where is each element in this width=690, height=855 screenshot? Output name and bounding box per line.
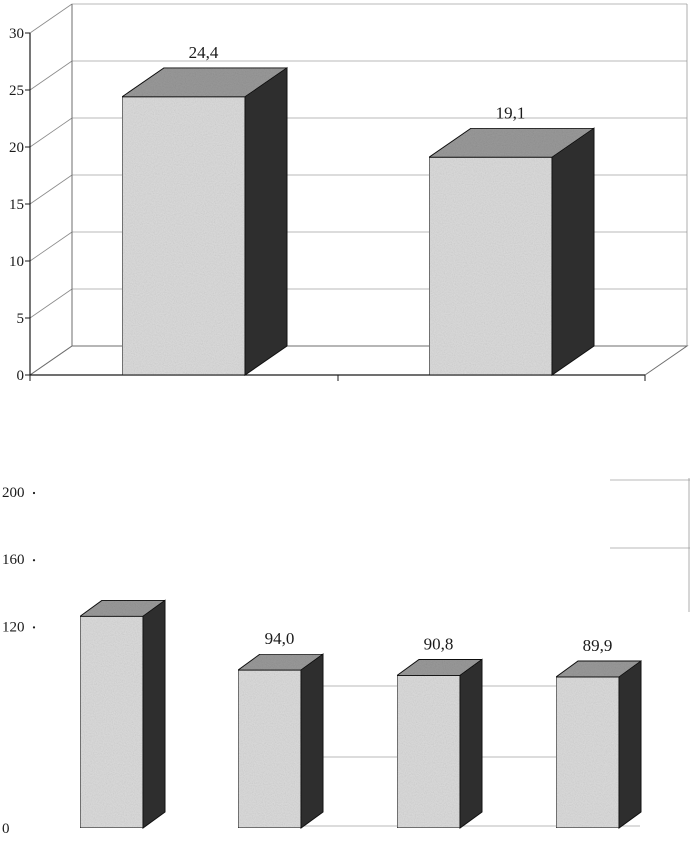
y-tick-mark [32, 491, 36, 495]
y-tick-label: 15 [9, 197, 24, 213]
data-label: 24,4 [189, 43, 219, 62]
grid-line [29, 60, 73, 91]
data-label: 89,9 [583, 636, 613, 655]
grid-line [29, 174, 73, 205]
bar-side [244, 66, 288, 376]
bar [427, 127, 596, 376]
bar-front [79, 615, 144, 829]
chart-1: 0 5 10 15 20 25 30 24,4 19,1 [9, 3, 689, 384]
bar-front [396, 674, 461, 829]
y-tick-label: 0 [2, 821, 10, 837]
bar-side [459, 658, 483, 829]
grid-line [29, 3, 73, 34]
y-tick-label: 200 [2, 485, 25, 501]
bar [236, 653, 325, 829]
y-tick-label: 10 [9, 254, 24, 270]
y-tick-mark [32, 626, 36, 629]
y-tick-label: 0 [17, 368, 25, 384]
bar [120, 66, 289, 376]
y-tick-label: 160 [2, 552, 25, 568]
y-tick-label: 5 [17, 311, 25, 327]
bar [554, 659, 643, 829]
y-tick-label: 20 [9, 140, 24, 156]
y-tick-label: 25 [9, 83, 24, 99]
floor [29, 345, 689, 376]
data-label: 94,0 [265, 629, 295, 648]
bar-front [555, 676, 620, 829]
y-tick-label: 120 [2, 619, 25, 635]
data-label: 19,1 [496, 103, 526, 122]
bar-front [237, 669, 302, 829]
bar-front [428, 156, 553, 376]
bar-side [618, 659, 642, 829]
data-label: 90,8 [424, 634, 454, 653]
bar-front [121, 96, 246, 376]
bar [78, 599, 167, 829]
grid-line [29, 231, 73, 262]
bar-side [142, 599, 166, 829]
bar [395, 658, 484, 829]
grid-line [29, 288, 73, 319]
y-tick-mark [32, 559, 36, 562]
y-tick-label: 30 [9, 26, 24, 42]
chart-2: 0 120 160 200 94,0 90,8 89,9 [2, 478, 690, 837]
grid-line [29, 117, 73, 148]
bar-side [300, 653, 324, 829]
bar-side [551, 127, 595, 376]
